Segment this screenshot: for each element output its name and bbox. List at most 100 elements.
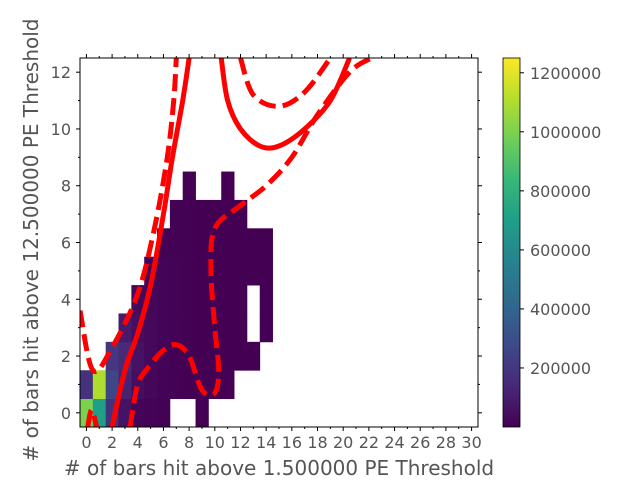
colorbar	[502, 57, 521, 428]
y-tick-label: 2	[61, 347, 71, 366]
heatmap-bin	[118, 398, 132, 427]
x-tick-label: 10	[205, 433, 225, 452]
heatmap-bin	[105, 341, 119, 371]
colorbar-tick-label: 600000	[530, 241, 591, 260]
heatmap-bin	[169, 256, 184, 286]
heatmap-bin	[221, 228, 235, 258]
heatmap-bin	[234, 228, 248, 258]
heatmap-bin	[157, 285, 171, 314]
heatmap-bin	[246, 341, 261, 371]
heatmap-bin	[221, 171, 235, 201]
solid-contour	[218, 58, 352, 151]
colorbar-ticks: 200000 400000 600000 800000 1000000 1200000	[520, 64, 601, 378]
heatmap-bin	[221, 313, 235, 343]
colorbar-tick-label: 1000000	[530, 123, 601, 142]
y-tick-label: 10	[51, 120, 71, 139]
heatmap-bin	[259, 285, 273, 314]
heatmap-bin	[195, 398, 209, 427]
solid-contour	[109, 58, 192, 427]
x-axis-ticks: 0 2 4 6 8 10 12 14 16 18 20 22 24 26 28 30	[81, 54, 482, 452]
y-tick-label: 8	[61, 177, 71, 196]
heatmap-bin	[144, 341, 158, 371]
dashed-contour	[80, 58, 179, 375]
heatmap-bin	[144, 398, 158, 427]
heatmap-bin	[144, 313, 158, 343]
heatmap-bin	[195, 341, 209, 371]
heatmap-bin	[169, 285, 184, 314]
x-tick-label: 2	[107, 433, 117, 452]
heatmap-bin	[157, 370, 171, 400]
heatmap-bin	[157, 313, 171, 343]
heatmap-bin	[259, 256, 273, 286]
heatmap-bin	[182, 256, 196, 286]
contour-lines	[80, 58, 373, 427]
heatmap-bin	[221, 341, 235, 371]
x-tick-label: 22	[359, 433, 379, 452]
dashed-contour	[85, 407, 100, 427]
colorbar-tick-label: 1200000	[530, 64, 601, 83]
heatmap-bin	[182, 370, 196, 400]
heatmap-bin	[182, 285, 196, 314]
x-tick-label: 8	[184, 433, 194, 452]
colorbar-tick-label: 200000	[530, 359, 591, 378]
dashed-contour	[127, 58, 373, 427]
heatmap-bin	[157, 398, 171, 427]
heatmap-bins	[80, 171, 273, 427]
heatmap-bin	[182, 228, 196, 258]
heatmap-bin	[259, 313, 273, 343]
heatmap-bin	[221, 370, 235, 400]
heatmap-bin	[157, 341, 171, 371]
x-tick-label: 18	[307, 433, 327, 452]
heatmap-bin	[246, 228, 261, 258]
heatmap-bin	[208, 313, 222, 343]
x-tick-label: 28	[436, 433, 456, 452]
heatmap-bin	[169, 370, 184, 400]
x-tick-label: 30	[461, 433, 481, 452]
x-tick-label: 26	[410, 433, 430, 452]
heatmap-bin	[169, 341, 184, 371]
y-tick-label: 0	[61, 404, 71, 423]
x-tick-label: 20	[333, 433, 353, 452]
heatmap-bin	[182, 199, 196, 229]
x-tick-label: 4	[133, 433, 143, 452]
y-tick-label: 6	[61, 234, 71, 253]
heatmap-bin	[169, 199, 184, 229]
heatmap-bin	[169, 228, 184, 258]
heatmap-bin	[246, 256, 261, 286]
heatmap-bin	[234, 313, 248, 343]
x-axis-label: # of bars hit above 1.500000 PE Threshol…	[64, 456, 494, 480]
heatmap-bin	[195, 199, 209, 229]
y-tick-label: 4	[61, 290, 71, 309]
dashed-contour	[238, 58, 333, 109]
heatmap-bin	[144, 370, 158, 400]
colorbar-tick-label: 800000	[530, 182, 591, 201]
heatmap-bin	[195, 228, 209, 258]
heatmap-bin	[80, 370, 94, 400]
heatmap-bin	[195, 256, 209, 286]
heatmap-bin	[234, 256, 248, 286]
y-axis-label: # of bars hit above 12.500000 PE Thresho…	[19, 19, 43, 462]
heatmap-bin	[105, 370, 119, 400]
heatmap-bin	[221, 285, 235, 314]
x-tick-label: 6	[158, 433, 168, 452]
x-tick-label: 24	[384, 433, 404, 452]
heatmap-bin	[259, 228, 273, 258]
heatmap-bin	[182, 313, 196, 343]
y-axis-ticks: 0 2 4 6 8 10 12	[51, 63, 482, 423]
heatmap-bin	[221, 256, 235, 286]
heatmap-bin	[221, 199, 235, 229]
x-tick-label: 0	[81, 433, 91, 452]
heatmap-bin	[195, 313, 209, 343]
colorbar-tick-label: 400000	[530, 300, 591, 319]
heatmap-bin	[157, 256, 171, 286]
heatmap-bin	[234, 341, 248, 371]
y-tick-label: 12	[51, 63, 71, 82]
x-tick-label: 14	[256, 433, 276, 452]
heatmap-bin	[131, 398, 145, 427]
heatmap-bin	[182, 171, 196, 201]
x-tick-label: 16	[282, 433, 302, 452]
heatmap-bin	[92, 370, 107, 400]
heatmap-bin	[234, 285, 248, 314]
heatmap-bin	[195, 285, 209, 314]
